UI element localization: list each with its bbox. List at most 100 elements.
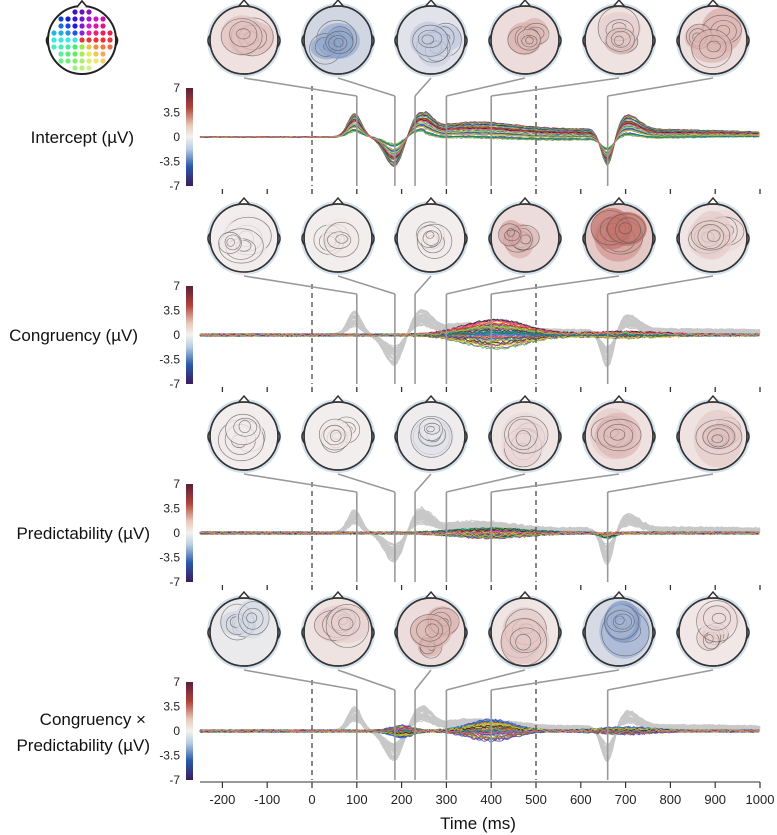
x-axis-label: Time (ms) [440,814,516,833]
topomap-outline [584,401,654,471]
topomap-contour [416,618,444,642]
topomap-contour [509,627,541,653]
topomap-blob [606,604,636,639]
topomap-head [582,394,656,473]
topomap-contour [610,30,631,48]
topomap-blob [606,211,647,246]
electrode-dot [93,16,99,22]
topomap-contour [614,615,625,625]
topomap-contour [525,36,534,45]
topomap-contour [711,434,724,444]
colorbar-tick-label: 0 [173,526,180,540]
topomap-head [676,394,750,473]
topomap-connector [337,473,396,493]
topomap-blob [701,424,737,450]
electrode-dot [72,30,78,36]
topomap-nose [518,590,532,600]
topomap-nose [706,590,720,600]
topomap-nose [237,590,251,600]
x-tick-label: 900 [704,792,726,807]
electrode-dot [100,23,106,29]
topomap-nose [237,394,251,404]
topomap-nose [237,196,251,206]
topomap-contour [246,612,258,624]
electrode-layout-icon [45,0,119,75]
electrode-dot [100,16,106,22]
topomap-connector [491,669,620,691]
topomap-contour [416,223,453,259]
sensor-trace [199,111,760,167]
topomap-connector [243,77,357,97]
topomap-contour [603,423,634,448]
topomap-contour [418,417,443,442]
topomap-connector [491,77,620,97]
colorbar-tick-label: 7 [173,279,180,293]
electrode-dot [51,30,57,36]
electrode-dot [79,37,85,43]
topomap-contour [323,221,360,258]
topomap-blob [604,26,636,55]
topomap-contour [508,418,538,451]
sensor-trace [199,117,760,161]
topomap-connector [607,275,714,295]
topomap-connector [491,473,620,493]
electrode-dot [72,65,78,71]
electrode-dot [72,9,78,15]
topomap-head [394,0,468,77]
electrode-dot [58,23,64,29]
colorbar-tick-label: -7 [169,575,180,589]
topomap-contour [333,37,344,48]
sensor-ear-left [45,34,50,48]
electrode-dot [93,44,99,50]
topomap-head [676,0,750,77]
topomap-outline [678,5,748,75]
electrode-dot [58,16,64,22]
topomap-head [488,196,562,275]
topomap-contour [422,230,440,246]
topomap-outline [584,5,654,75]
sensor-trace [199,724,760,735]
topomap-nose [424,394,438,404]
topomap-outline [396,5,466,75]
topomap-contour [504,415,549,454]
topomap-contour [612,613,633,630]
topomap-nose [331,196,345,206]
row-label-interaction-line1: Congruency × [40,710,146,729]
electrode-dot [79,23,85,29]
topomap-nose [331,590,345,600]
topomap-nose [331,0,345,8]
x-tick-label: 400 [480,792,502,807]
topomap-contour [331,608,361,637]
electrode-dot [86,44,92,50]
colorbar-tick-label: -7 [169,377,180,391]
topomap-contour [702,424,736,449]
topomap-contour [613,35,625,46]
topomap-head [207,394,281,473]
topomap-contour [697,223,724,250]
topomap-outline [678,401,748,471]
topomap-contour [328,35,348,51]
topomap-connector [337,669,396,691]
electrode-dot [79,30,85,36]
topomap-nose [612,196,626,206]
topomap-contour [615,217,641,243]
topomap-contour [410,415,453,458]
topomap-outline [303,5,373,75]
topomap-blob [324,605,371,643]
topomap-contour [417,29,443,48]
row-label-predictability: Predictability (µV) [16,524,150,543]
electrode-dot [93,51,99,57]
topomap-nose [706,196,720,206]
electrode-dot [86,65,92,71]
topomap-contour [423,422,441,435]
electrode-dot [58,58,64,64]
topomap-outline [490,5,560,75]
topomap-outline [490,401,560,471]
electrode-dot [65,37,71,43]
topomap-head [301,196,375,275]
topomap-outline [209,203,279,273]
topomap-nose [612,394,626,404]
sensor-nose [76,0,88,8]
topomap-blob [409,21,448,59]
electrode-dot [51,37,57,43]
